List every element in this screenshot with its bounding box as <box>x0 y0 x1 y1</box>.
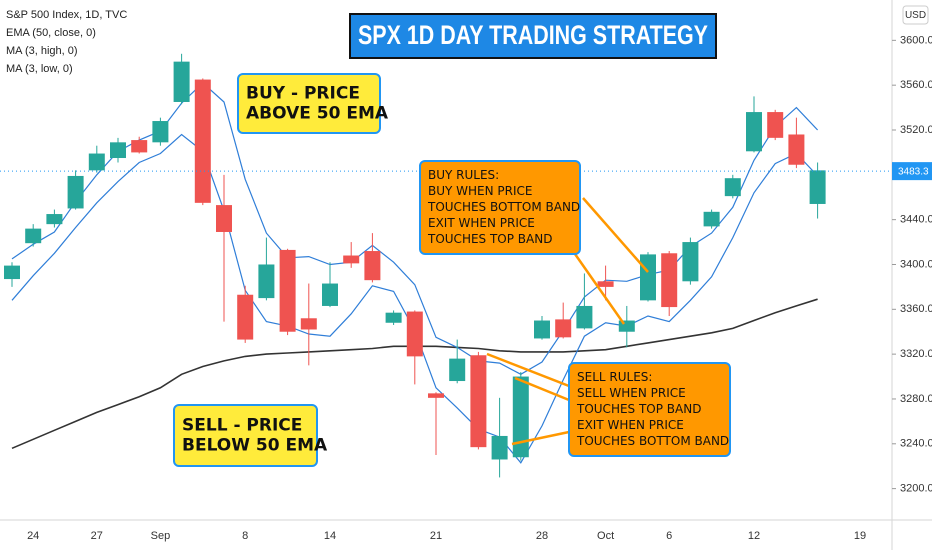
plot <box>4 53 826 478</box>
title-box <box>349 13 717 59</box>
candle-body <box>279 249 296 332</box>
x-tick-label: 19 <box>854 530 866 542</box>
x-tick-label: 28 <box>536 530 548 542</box>
candle-body <box>110 142 126 159</box>
candle-body <box>470 355 487 448</box>
x-tick-label: 27 <box>91 530 103 542</box>
candle-body <box>767 112 784 138</box>
y-tick-label: 3320.0 <box>900 348 932 360</box>
x-tick-label: 12 <box>748 530 760 542</box>
annotation-text: ABOVE 50 EMA <box>246 104 389 124</box>
candle-body <box>194 79 211 203</box>
legend-entry: MA (3, low, 0) <box>6 63 73 75</box>
candle-body <box>131 140 148 153</box>
annotation-text: EXIT WHEN PRICE <box>428 216 535 230</box>
annotation-box <box>173 404 318 467</box>
candle-body <box>67 175 84 209</box>
candle-body <box>491 435 508 460</box>
legend-entry: EMA (50, close, 0) <box>6 27 96 39</box>
candle-body <box>216 205 232 232</box>
candle-body <box>534 320 550 339</box>
x-tick-label: 14 <box>324 530 336 542</box>
candle-body <box>343 255 360 264</box>
annotation-text: SELL WHEN PRICE <box>577 386 686 400</box>
candle-body <box>809 170 826 204</box>
candle-body <box>661 253 678 308</box>
candle-body <box>703 211 720 227</box>
y-tick-label: 3360.0 <box>900 303 932 315</box>
arrows <box>486 197 649 446</box>
y-tick-label: 3200.0 <box>900 483 932 495</box>
annotation-text: EXIT WHEN PRICE <box>577 418 684 432</box>
candle-body <box>428 393 444 398</box>
annotation-text: BUY WHEN PRICE <box>428 184 533 198</box>
arrow <box>486 352 570 388</box>
candle-body <box>173 61 190 102</box>
candle-body <box>364 251 381 281</box>
candle-body <box>746 112 762 152</box>
annotation-text: SELL - PRICE <box>182 416 302 436</box>
x-tick-label: Oct <box>597 530 614 542</box>
candle-body <box>258 264 275 299</box>
candle-body <box>724 178 741 197</box>
candle-body <box>322 283 338 306</box>
x-tick-label: Sep <box>151 530 171 542</box>
annotation-text: BELOW 50 EMA <box>182 436 328 456</box>
last-price-label: 3483.3 <box>898 166 929 177</box>
candle-body <box>4 265 20 280</box>
annotation-text: BUY - PRICE <box>246 84 360 104</box>
arrow <box>511 430 570 446</box>
y-tick-label: 3440.0 <box>900 214 932 226</box>
y-tick-label: 3560.0 <box>900 79 932 91</box>
candle-body <box>88 153 105 171</box>
symbol-label: S&P 500 Index, 1D, TVC <box>6 9 127 21</box>
y-tick-label: 3600.0 <box>900 34 932 46</box>
annotation-text: TOUCHES BOTTOM BAND <box>576 434 729 448</box>
x-tick-label: 24 <box>27 530 39 542</box>
chart-title: SPX 1D DAY TRADING STRATEGY <box>358 20 708 50</box>
x-tick-label: 8 <box>242 530 248 542</box>
annotation-text: TOUCHES BOTTOM BAND <box>427 200 580 214</box>
candle-body <box>46 214 63 225</box>
candle-body <box>300 318 317 330</box>
annotation-text: TOUCHES TOP BAND <box>576 402 701 416</box>
candle-body <box>618 320 635 332</box>
candle-body <box>406 311 423 357</box>
candle-body <box>449 358 466 382</box>
candle-body <box>597 281 614 287</box>
candle-body <box>385 312 402 323</box>
annotation-box <box>568 362 731 457</box>
candle-body <box>512 376 529 458</box>
candle-body <box>152 121 169 143</box>
currency-box <box>902 5 929 25</box>
candle-body <box>237 294 254 340</box>
arrow <box>573 253 626 325</box>
x-tick-label: 21 <box>430 530 442 542</box>
arrow <box>582 197 649 273</box>
annotation-text: SELL RULES: <box>577 370 652 384</box>
y-tick-label: 3520.0 <box>900 124 932 136</box>
candle-body <box>25 228 42 244</box>
annotation-box <box>237 73 381 134</box>
candle-body <box>788 134 805 165</box>
last-price-tag <box>892 162 932 181</box>
y-tick-label: 3280.0 <box>900 393 932 405</box>
legend-entry: MA (3, high, 0) <box>6 45 78 57</box>
candle-body <box>555 319 572 338</box>
y-tick-label: 3400.0 <box>900 258 932 270</box>
candle-body <box>576 305 593 329</box>
currency-label: USD <box>905 10 926 21</box>
annotation-text: TOUCHES TOP BAND <box>427 232 552 246</box>
candle-body <box>682 242 699 282</box>
annotation-text: BUY RULES: <box>428 168 499 182</box>
x-tick-label: 6 <box>666 530 672 542</box>
candle-body <box>640 254 656 301</box>
annotation-box <box>419 160 581 255</box>
y-tick-label: 3240.0 <box>900 438 932 450</box>
arrow <box>514 376 570 402</box>
